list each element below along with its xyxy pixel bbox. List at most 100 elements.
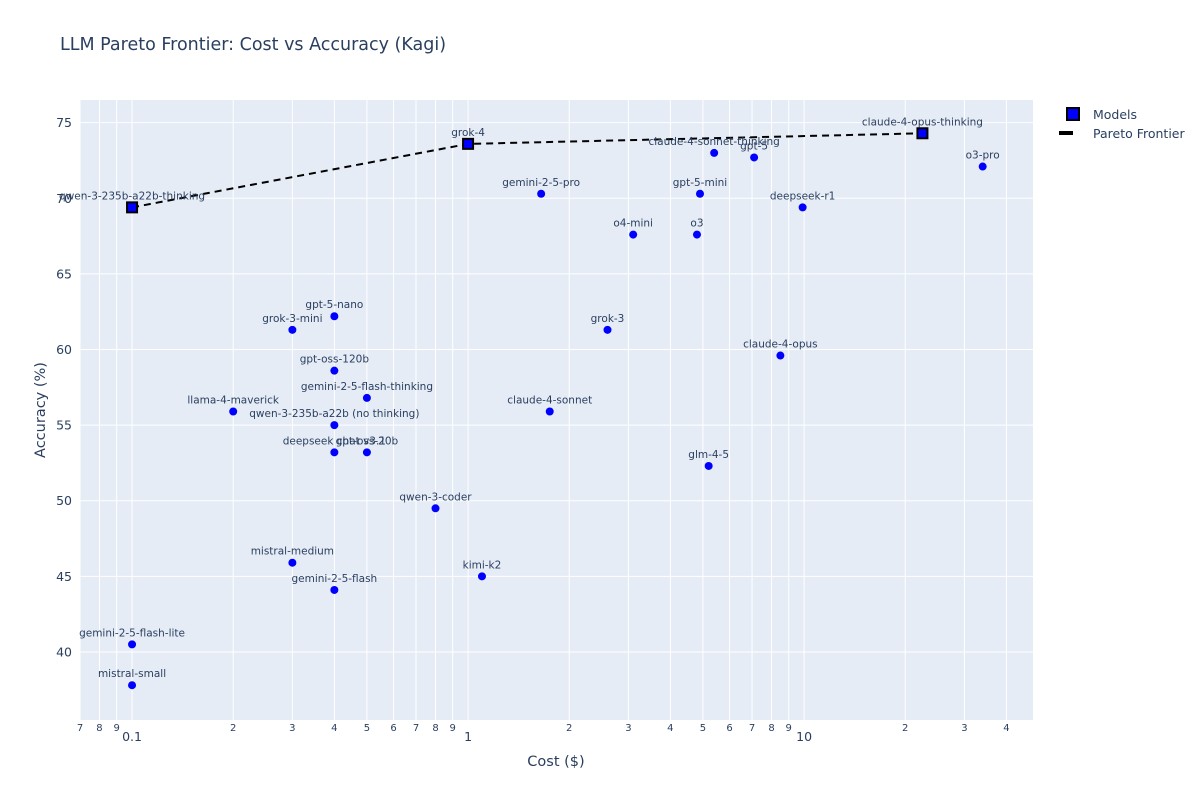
- x-tick-label: 10: [796, 729, 812, 744]
- x-tick-label: 1: [464, 729, 472, 744]
- label-gemini-2-5-pro: gemini-2-5-pro: [502, 177, 580, 189]
- marker-gemini-2-5-pro: [537, 189, 546, 198]
- marker-kimi-k2: [477, 572, 486, 581]
- label-kimi-k2: kimi-k2: [463, 559, 502, 571]
- marker-mistral-medium: [288, 558, 297, 567]
- x-tick-label-minor: 9: [450, 723, 456, 734]
- legend-frontier-label: Pareto Frontier: [1093, 126, 1185, 141]
- label-gpt-oss-120b: gpt-oss-120b: [300, 354, 370, 366]
- marker-mistral-small: [128, 681, 137, 690]
- label-grok-4: grok-4: [451, 127, 485, 139]
- x-tick-label-minor: 6: [390, 723, 396, 734]
- y-tick-label: 75: [56, 115, 72, 130]
- model-markers: qwen-3-235b-a22b-thinking gemini-2-5-flas…: [59, 116, 1000, 690]
- marker-deepseek-chat-v3-1: [330, 448, 339, 457]
- x-axis-title: Cost ($): [527, 754, 584, 770]
- label-claude-4-sonnet-thinking: claude-4-sonnet-thinking: [648, 136, 779, 148]
- y-tick-label: 60: [56, 342, 72, 357]
- label-qwen-3-235b-a22b-thinking: qwen-3-235b-a22b-thinking: [59, 190, 205, 202]
- chart-title: LLM Pareto Frontier: Cost vs Accuracy (K…: [60, 35, 446, 55]
- label-deepseek-r1: deepseek-r1: [770, 190, 836, 202]
- label-llama-4-maverick: llama-4-maverick: [187, 395, 280, 407]
- x-tick-label-minor: 8: [768, 723, 774, 734]
- x-tick-label-minor: 4: [331, 723, 337, 734]
- x-tick-label-minor: 3: [625, 723, 631, 734]
- label-deepseek-chat-v3-1: deepseek chat v3.1: [283, 435, 386, 447]
- x-tick-label: 0.1: [122, 729, 142, 744]
- x-tick-label-minor: 8: [432, 723, 438, 734]
- marker-gpt-5: [750, 153, 759, 162]
- label-mistral-medium: mistral-medium: [251, 546, 334, 558]
- label-claude-4-opus: claude-4-opus: [743, 339, 818, 351]
- marker-gemini-2-5-flash-thinking: [362, 393, 371, 402]
- label-claude-4-sonnet: claude-4-sonnet: [507, 395, 592, 407]
- marker-claude-4-sonnet-thinking: [710, 148, 719, 157]
- x-tick-label-minor: 9: [786, 723, 792, 734]
- label-gemini-2-5-flash-lite: gemini-2-5-flash-lite: [79, 627, 185, 639]
- y-axis-title: Accuracy (%): [33, 362, 49, 458]
- label-gpt-5-nano: gpt-5-nano: [305, 299, 363, 311]
- label-o3: o3: [690, 218, 703, 230]
- label-glm-4-5: glm-4-5: [688, 449, 729, 461]
- x-tick-label-minor: 2: [566, 723, 572, 734]
- marker-gpt-oss-20b: [362, 448, 371, 457]
- marker-deepseek-r1: [798, 203, 807, 212]
- marker-o3-pro: [978, 162, 987, 171]
- grid-lines: [79, 100, 1033, 720]
- marker-grok-3: [603, 325, 612, 334]
- x-tick-label-minor: 9: [113, 723, 119, 734]
- label-o3-pro: o3-pro: [966, 150, 1000, 162]
- label-grok-3-mini: grok-3-mini: [262, 313, 322, 325]
- x-tick-label-minor: 2: [902, 723, 908, 734]
- label-qwen-3-coder: qwen-3-coder: [399, 491, 472, 503]
- marker-claude-4-opus-thinking: [918, 129, 927, 138]
- label-gpt-oss-20b: gpt-oss-20b: [336, 435, 399, 447]
- x-tick-label-minor: 7: [413, 723, 419, 734]
- x-tick-label-minor: 3: [961, 723, 967, 734]
- marker-qwen-3-235b-a22b-no-thinking: [330, 421, 339, 430]
- label-mistral-small: mistral-small: [98, 668, 166, 680]
- legend-models-icon: [1066, 107, 1080, 121]
- label-gpt-5: gpt-5: [740, 140, 768, 152]
- label-claude-4-opus-thinking: claude-4-opus-thinking: [862, 116, 983, 128]
- y-tick-label: 40: [56, 644, 72, 659]
- marker-claude-4-opus: [776, 351, 785, 360]
- y-tick-label: 45: [56, 569, 72, 584]
- y-tick-label: 55: [56, 418, 72, 433]
- marker-o4-mini: [629, 230, 638, 239]
- y-tick-label: 50: [56, 493, 72, 508]
- marker-glm-4-5: [704, 461, 713, 470]
- x-tick-label-minor: 8: [96, 723, 102, 734]
- x-tick-label-minor: 5: [700, 723, 706, 734]
- marker-grok-4: [464, 139, 473, 148]
- marker-gpt-5-nano: [330, 312, 339, 321]
- label-qwen-3-235b-a22b-no-thinking: qwen-3-235b-a22b (no thinking): [249, 408, 419, 420]
- y-tick-label: 65: [56, 266, 72, 281]
- x-tick-label-minor: 7: [749, 723, 755, 734]
- x-tick-label-minor: 6: [726, 723, 732, 734]
- marker-gemini-2-5-flash-lite: [128, 640, 137, 649]
- marker-gpt-oss-120b: [330, 366, 339, 375]
- y-tick-label: 70: [56, 191, 72, 206]
- marker-claude-4-sonnet: [545, 407, 554, 416]
- x-tick-label-minor: 7: [77, 723, 83, 734]
- label-grok-3: grok-3: [591, 313, 625, 325]
- label-gemini-2-5-flash: gemini-2-5-flash: [291, 573, 377, 585]
- marker-llama-4-maverick: [229, 407, 238, 416]
- x-tick-label-minor: 4: [1003, 723, 1009, 734]
- label-gemini-2-5-flash-thinking: gemini-2-5-flash-thinking: [301, 381, 433, 393]
- x-tick-label-minor: 2: [230, 723, 236, 734]
- label-o4-mini: o4-mini: [613, 218, 653, 230]
- marker-qwen-3-235b-a22b-thinking: [128, 203, 137, 212]
- legend-models-label: Models: [1093, 107, 1137, 122]
- marker-gpt-5-mini: [695, 189, 704, 198]
- x-tick-label-minor: 3: [289, 723, 295, 734]
- x-tick-label-minor: 5: [364, 723, 370, 734]
- label-gpt-5-mini: gpt-5-mini: [673, 177, 727, 189]
- marker-grok-3-mini: [288, 325, 297, 334]
- x-tick-label-minor: 4: [667, 723, 673, 734]
- marker-o3: [692, 230, 701, 239]
- marker-qwen-3-coder: [431, 504, 440, 513]
